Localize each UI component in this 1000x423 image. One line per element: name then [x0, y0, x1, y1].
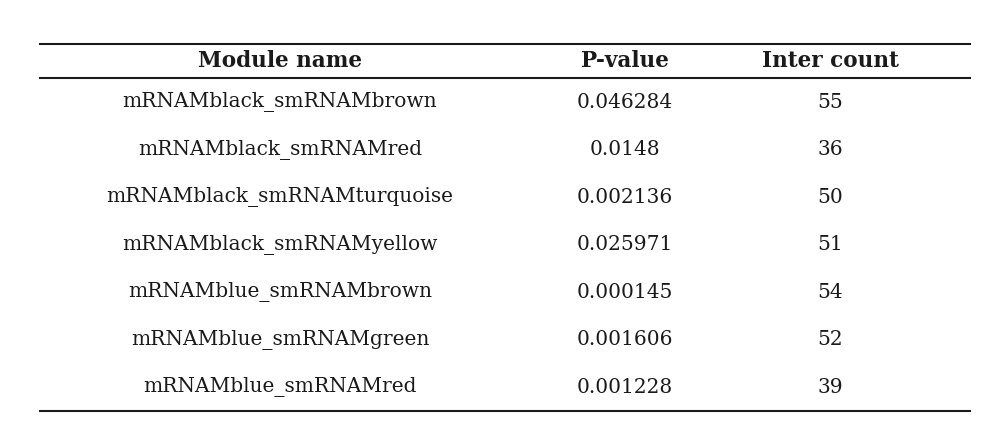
- Text: P-value: P-value: [581, 50, 669, 72]
- Text: mRNAMblue_smRNAMred: mRNAMblue_smRNAMred: [143, 377, 417, 397]
- Text: 36: 36: [817, 140, 843, 159]
- Text: 39: 39: [817, 378, 843, 397]
- Text: 0.002136: 0.002136: [577, 188, 673, 207]
- Text: 0.001606: 0.001606: [577, 330, 673, 349]
- Text: 0.001228: 0.001228: [577, 378, 673, 397]
- Text: mRNAMblack_smRNAMyellow: mRNAMblack_smRNAMyellow: [122, 235, 438, 255]
- Text: Inter count: Inter count: [762, 50, 898, 72]
- Text: 0.025971: 0.025971: [577, 235, 673, 254]
- Text: 55: 55: [817, 93, 843, 112]
- Text: 51: 51: [817, 235, 843, 254]
- Text: 50: 50: [817, 188, 843, 207]
- Text: 54: 54: [817, 283, 843, 302]
- Text: mRNAMblue_smRNAMbrown: mRNAMblue_smRNAMbrown: [128, 282, 432, 302]
- Text: mRNAMblue_smRNAMgreen: mRNAMblue_smRNAMgreen: [131, 330, 429, 350]
- Text: 0.0148: 0.0148: [590, 140, 660, 159]
- Text: mRNAMblack_smRNAMbrown: mRNAMblack_smRNAMbrown: [123, 92, 437, 112]
- Text: 0.046284: 0.046284: [577, 93, 673, 112]
- Text: mRNAMblack_smRNAMred: mRNAMblack_smRNAMred: [138, 140, 422, 159]
- Text: 52: 52: [817, 330, 843, 349]
- Text: 0.000145: 0.000145: [577, 283, 673, 302]
- Text: Module name: Module name: [198, 50, 362, 72]
- Text: mRNAMblack_smRNAMturquoise: mRNAMblack_smRNAMturquoise: [106, 187, 454, 207]
